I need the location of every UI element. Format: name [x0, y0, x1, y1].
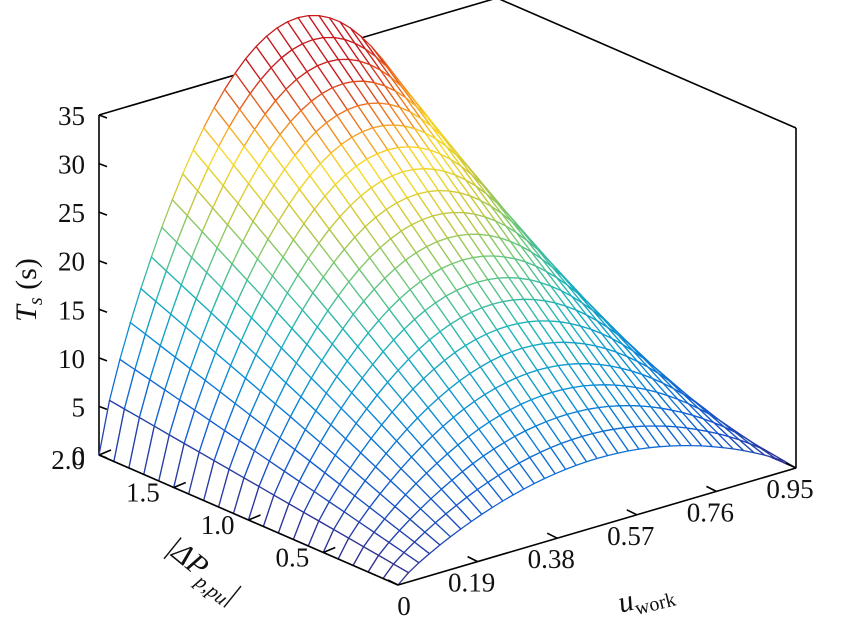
box-edge-top-right — [499, 0, 797, 129]
z-tick-label: 10 — [58, 344, 85, 374]
axis-ticks: 051015202530350.51.01.52.000.190.380.570… — [51, 101, 813, 621]
box-edge-u-axis — [397, 467, 797, 586]
p-tick — [248, 514, 261, 521]
p-tick — [98, 449, 112, 456]
z-tick — [98, 259, 108, 265]
surface-mesh — [98, 14, 797, 586]
y-axis-title: |ΔPp,pu| — [158, 532, 246, 614]
z-tick-label: 20 — [58, 247, 85, 277]
u-tick-label: 0.19 — [448, 568, 495, 598]
u-tick-label: 0.57 — [607, 521, 654, 551]
z-tick — [98, 357, 108, 362]
z-tick — [98, 308, 108, 314]
u-tick-label: 0.76 — [687, 497, 734, 527]
z-tick-label: 30 — [58, 150, 85, 180]
u-tick — [706, 485, 717, 493]
z-tick-label: 5 — [72, 392, 86, 422]
u-tick-label: 0.38 — [528, 544, 575, 574]
p-tick-label: 1.0 — [201, 510, 235, 540]
z-tick — [98, 211, 108, 216]
u-tick — [785, 462, 797, 469]
z-tick-label: 0 — [72, 441, 86, 471]
z-tick — [98, 405, 108, 411]
x-axis-title: uwork — [614, 574, 677, 623]
z-tick-label: 35 — [58, 101, 85, 131]
p-tick-label: 2.0 — [51, 445, 85, 475]
u-tick — [626, 509, 638, 516]
p-tick-label: 0.5 — [276, 543, 310, 573]
z-tick — [98, 162, 108, 168]
u-tick-label: 0.95 — [766, 474, 813, 504]
z-axis-title: Ts (s) — [10, 258, 47, 322]
u-tick — [467, 555, 478, 563]
z-tick-label: 25 — [58, 198, 85, 228]
p-tick — [322, 546, 336, 554]
z-tick — [98, 454, 108, 459]
p-tick — [173, 481, 187, 489]
u-tick-label: 0 — [397, 591, 411, 621]
u-tick — [387, 579, 399, 586]
z-tick — [98, 114, 108, 119]
p-tick-label: 1.5 — [126, 478, 160, 508]
z-tick-label: 15 — [58, 295, 85, 325]
u-tick — [546, 532, 558, 539]
